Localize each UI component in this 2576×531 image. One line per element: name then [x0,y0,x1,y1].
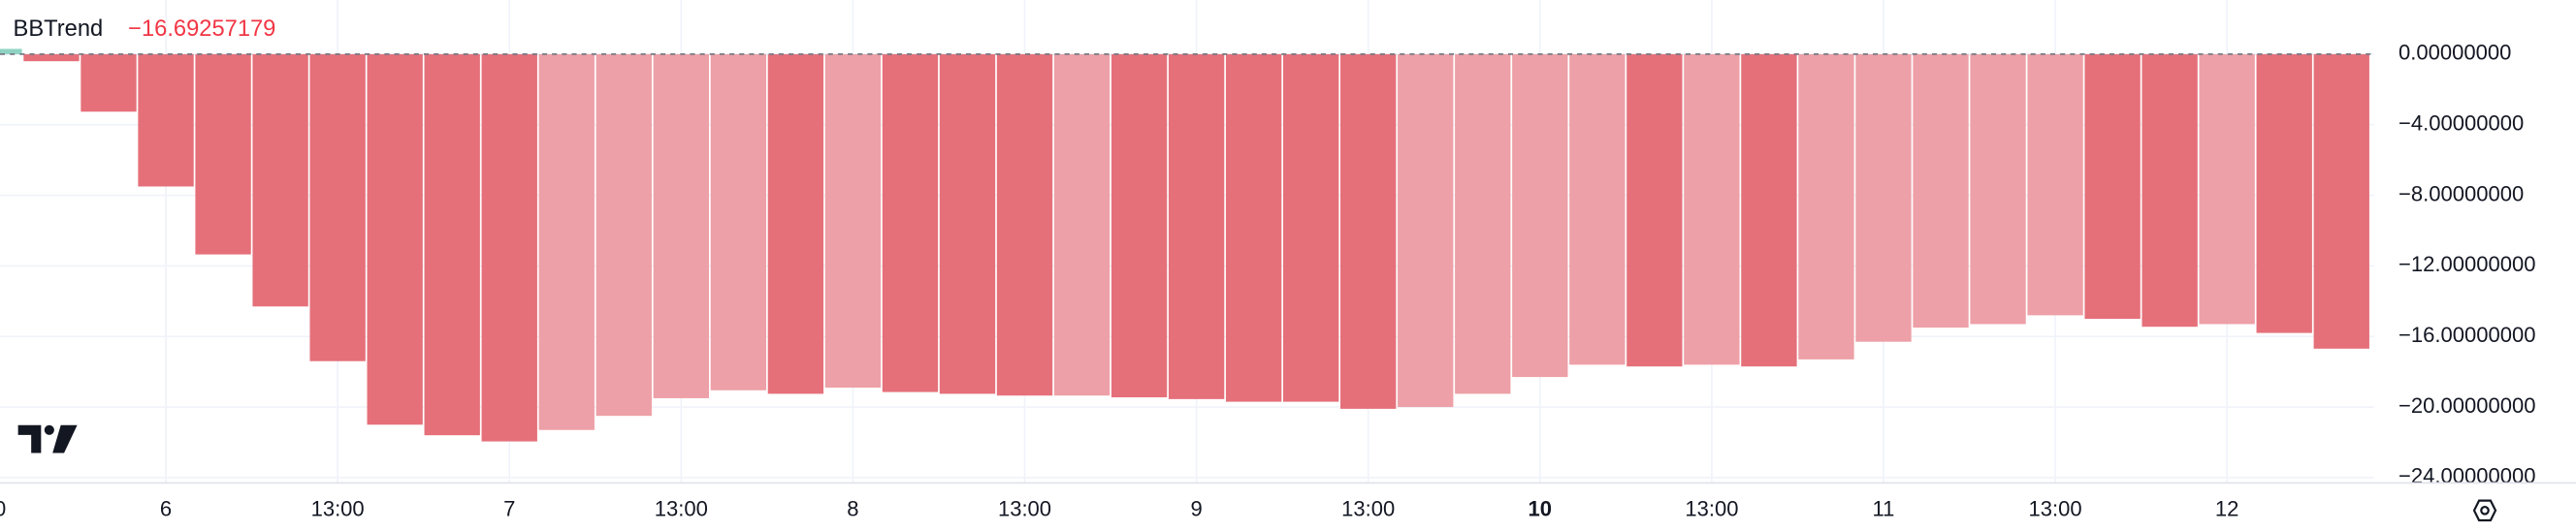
bar [1455,53,1511,394]
logo [17,424,78,453]
bars [0,48,2369,442]
y-tick-label: 0.00000000 [2399,41,2511,65]
bar [538,53,595,430]
bar [1855,53,1912,342]
bar [367,53,423,425]
bar [195,53,251,255]
x-tick-label: 7 [503,497,515,521]
bar [996,53,1053,396]
x-tick-label: 6 [160,497,172,521]
bar [2256,53,2312,333]
y-tick-label: −24.00000000 [2399,464,2535,488]
bar [1741,53,1797,367]
x-tick-label: 13:00 [2029,497,2082,521]
x-tick-label: 11 [1873,497,1895,521]
bar [2199,53,2255,325]
y-tick-label: −8.00000000 [2399,181,2524,205]
x-tick-label: 13:00 [311,497,365,521]
x-tick-label: 12 [2215,497,2239,521]
bar [309,53,366,361]
x-tick-label: 00 [0,497,6,521]
bar [653,53,709,398]
y-tick-label: −12.00000000 [2399,252,2535,276]
settings-icon [2472,499,2497,522]
x-tick-label: 13:00 [1685,497,1738,521]
bar [1283,53,1339,402]
bar [80,53,137,112]
x-tick-label: 9 [1190,497,1202,521]
bar [2027,53,2083,316]
bar [1512,53,1568,378]
bar [23,53,80,62]
bar [1913,53,1969,328]
bar [481,53,537,442]
bar [1569,53,1626,365]
bar [252,53,308,307]
bar [1970,53,2026,325]
bar [138,53,194,187]
bar [1053,53,1111,396]
bar [1626,53,1683,367]
bar [0,48,22,54]
bar [2313,53,2369,349]
bar [710,53,767,390]
bar [1168,53,1225,399]
bar [767,53,824,394]
bar [1225,53,1282,402]
x-tick-label: 13:00 [998,497,1051,521]
bar [824,53,882,389]
bar [424,53,480,436]
x-tick-label: 13:00 [1341,497,1395,521]
bar [1798,53,1854,359]
bar [1340,53,1397,409]
y-tick-label: −16.00000000 [2399,323,2535,347]
indicator-value: −16.69257179 [128,16,275,42]
bar [1398,53,1454,408]
bar [1111,53,1168,398]
bar [2084,53,2141,320]
bar [939,53,996,394]
x-tick-label: 13:00 [655,497,708,521]
y-tick-label: −20.00000000 [2399,393,2535,418]
bar [882,53,939,392]
bar [596,53,652,417]
indicator-name: BBTrend [14,16,104,42]
bar [2141,53,2198,328]
x-tick-label: 8 [847,497,858,521]
x-tick-label: 10 [1529,497,1553,521]
bar [1684,53,1740,365]
y-tick-label: −4.00000000 [2399,111,2524,136]
